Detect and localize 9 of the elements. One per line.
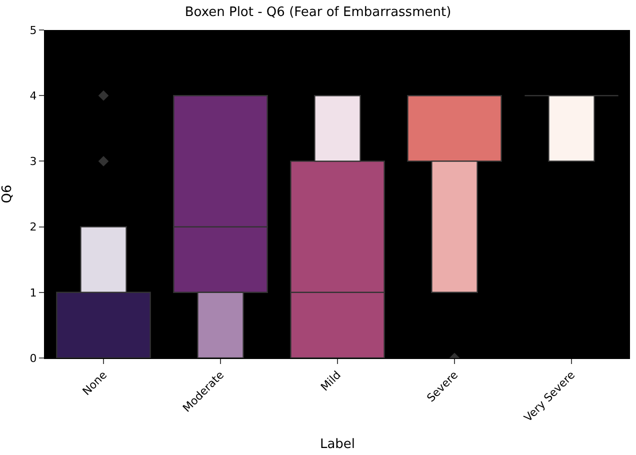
y-tick-label: 1 bbox=[30, 286, 37, 300]
x-axis-title: Label bbox=[320, 437, 356, 452]
y-tick-label: 5 bbox=[30, 24, 37, 37]
y-tick-label: 2 bbox=[30, 220, 37, 234]
y-tick-label: 3 bbox=[30, 155, 37, 168]
y-tick-label: 4 bbox=[30, 89, 37, 102]
chart-title: Boxen Plot - Q6 (Fear of Embarrassment) bbox=[184, 4, 452, 20]
y-axis-title: Q6 bbox=[0, 184, 15, 204]
y-tick-label: 0 bbox=[30, 352, 37, 365]
